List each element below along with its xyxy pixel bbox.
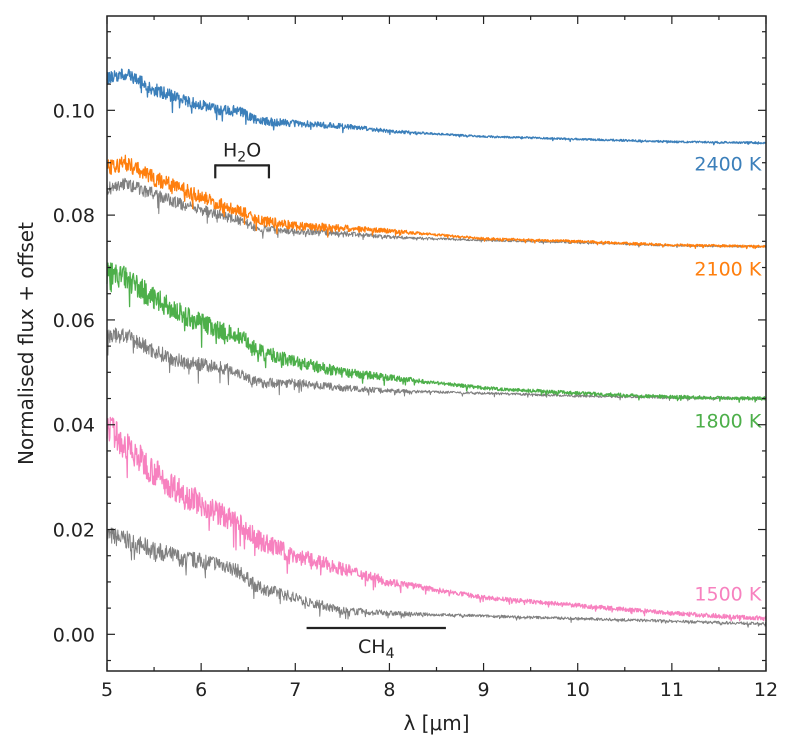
y-tick-label: 0.08 [53,205,95,227]
y-tick-label: 0.10 [53,100,95,122]
temperature-label: 1800 K [694,410,761,432]
band-annotation-ch4: CH4 [306,626,446,662]
band-annotation-h2o: H2O [214,139,271,179]
y-axis-label: Normalised flux + offset [14,222,38,465]
x-tick-label: 12 [754,679,778,701]
x-tick-label: 8 [383,679,395,701]
x-tick-label: 5 [101,679,113,701]
x-axis-label: λ [μm] [403,711,469,735]
axis-ticks: 5 6 7 8 9 10 11 12 0.00 0.02 0.04 0.06 0.08 0.10 [53,16,778,701]
y-tick-label: 0.06 [53,310,95,332]
y-tick-label: 0.04 [53,415,95,437]
temperature-label: 2100 K [694,258,761,280]
series-line-1500-k-comparison [106,527,767,628]
series-layer [106,68,767,628]
x-tick-label: 6 [195,679,207,701]
series-line-1500-k [106,416,767,622]
temperature-label: 2400 K [694,154,761,176]
temperature-label: 1500 K [694,583,761,605]
annotation-layer: H2O CH4 [214,139,446,662]
y-tick-label: 0.02 [53,520,95,542]
series-line-2400-k [106,68,767,146]
series-line-1800-k [106,262,767,403]
x-tick-label: 11 [660,679,684,701]
temperature-labels: 2400 K 2100 K 1800 K 1500 K [694,154,761,606]
band-label: H2O [223,139,261,165]
y-tick-label: 0.00 [53,624,95,646]
x-tick-label: 7 [289,679,301,701]
series-line-2100-k [106,154,767,250]
x-tick-label: 10 [566,679,590,701]
series-line-2100-k-comparison [106,177,767,249]
x-tick-label: 9 [478,679,490,701]
band-label: CH4 [358,636,395,662]
plot-frame [106,15,767,672]
